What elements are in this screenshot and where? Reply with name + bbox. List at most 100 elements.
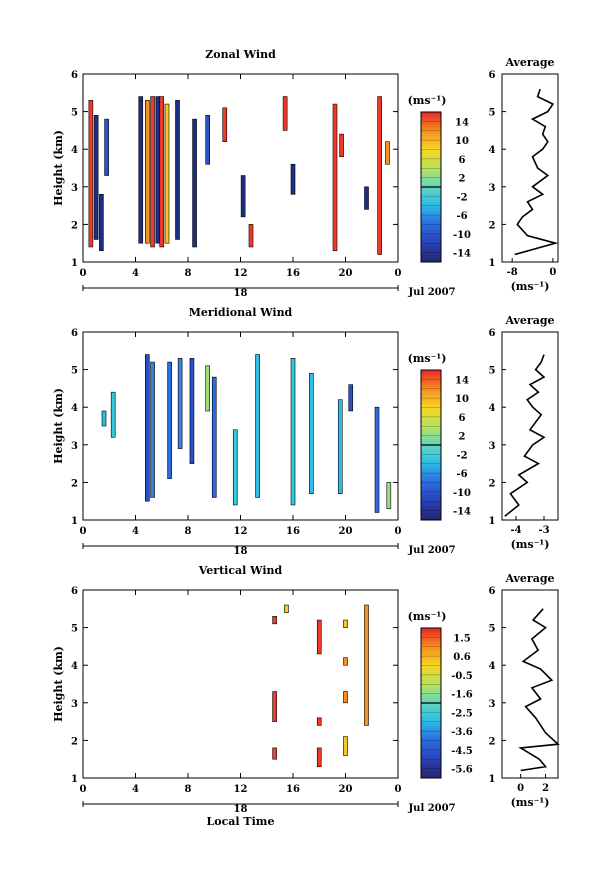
data-column xyxy=(138,96,144,244)
colorbar-tick-label: -6 xyxy=(456,469,467,480)
colorbar-tick-label: 2 xyxy=(459,432,466,443)
colorbar-tick-label: -14 xyxy=(453,507,471,518)
x-tick-label: 0 xyxy=(80,784,87,795)
data-column xyxy=(337,399,343,494)
profile-y-tick-label: 2 xyxy=(489,478,496,489)
profile-y-tick-label: 6 xyxy=(489,70,496,81)
data-column xyxy=(110,391,116,438)
x-tick-label: 12 xyxy=(234,784,248,795)
profile-x-label: (ms⁻¹) xyxy=(511,280,550,293)
profile-frame xyxy=(501,331,559,521)
y-tick-label: 3 xyxy=(71,699,78,710)
data-column xyxy=(192,118,197,248)
profile-y-tick-label: 5 xyxy=(489,108,496,119)
profile-y-tick-label: 5 xyxy=(489,366,496,377)
data-column xyxy=(205,365,210,412)
colorbar-tick-label: -4.5 xyxy=(451,746,473,757)
data-column xyxy=(284,604,289,613)
y-tick-label: 6 xyxy=(71,70,78,81)
data-column xyxy=(93,115,99,240)
profile-y-tick-label: 3 xyxy=(489,441,496,452)
panel-title: Zonal Wind xyxy=(205,48,276,61)
colorbar-tick-label: 14 xyxy=(455,117,469,128)
data-column xyxy=(232,429,238,506)
profile-x-tick-label: -8 xyxy=(507,267,518,278)
date-label: 18 xyxy=(234,804,248,815)
data-column xyxy=(272,691,277,722)
colorbar-unit: (ms⁻¹) xyxy=(408,352,447,365)
colorbar-tick-label: -10 xyxy=(453,488,471,499)
profile-x-tick-label: 2 xyxy=(542,783,549,794)
colorbar-tick-label: 10 xyxy=(455,394,469,405)
profile-line xyxy=(504,354,546,517)
colorbar-tick-label: -2 xyxy=(456,450,467,461)
profile-x-tick-label: 0 xyxy=(517,783,524,794)
y-tick-label: 1 xyxy=(71,516,78,527)
colorbar-tick-label: -0.5 xyxy=(451,671,473,682)
data-column xyxy=(364,604,369,726)
profile-title: Average xyxy=(504,572,554,585)
colorbar-tick-label: 2 xyxy=(459,174,466,185)
data-column xyxy=(385,141,390,165)
y-tick-label: 4 xyxy=(71,145,78,156)
data-column xyxy=(167,361,172,479)
x-tick-label: 12 xyxy=(234,268,248,279)
data-column xyxy=(316,717,322,726)
colorbar-tick-label: -2 xyxy=(456,192,467,203)
panel-title: Meridional Wind xyxy=(189,306,293,319)
data-column xyxy=(222,107,228,142)
data-column xyxy=(177,358,183,449)
data-column xyxy=(99,194,104,252)
profile-x-tick-label: -4 xyxy=(510,525,521,536)
data-column xyxy=(374,406,380,513)
x-axis-label: Local Time xyxy=(207,815,275,828)
y-tick-label: 5 xyxy=(71,108,78,119)
data-column xyxy=(290,358,296,506)
x-tick-label: 0 xyxy=(80,526,87,537)
y-tick-label: 4 xyxy=(71,403,78,414)
date-label: 18 xyxy=(234,288,248,299)
profile-line xyxy=(514,88,559,256)
y-axis-label: Height (km) xyxy=(52,646,65,722)
data-column xyxy=(145,100,150,244)
x-tick-label: 4 xyxy=(132,526,139,537)
data-column xyxy=(104,118,109,176)
colorbar-unit: (ms⁻¹) xyxy=(408,610,447,623)
x-tick-label: 0 xyxy=(395,526,402,537)
y-tick-label: 5 xyxy=(71,366,78,377)
data-column xyxy=(364,186,369,210)
profile-frame xyxy=(501,73,559,263)
profile-y-tick-label: 4 xyxy=(489,661,496,672)
data-column xyxy=(240,175,246,218)
data-column xyxy=(155,96,161,244)
data-column xyxy=(145,354,150,502)
data-column xyxy=(164,103,170,244)
profile-y-tick-label: 6 xyxy=(489,328,496,339)
profile-y-tick-label: 2 xyxy=(489,220,496,231)
data-column xyxy=(339,133,344,158)
x-tick-label: 0 xyxy=(395,268,402,279)
y-tick-label: 2 xyxy=(71,220,78,231)
data-column xyxy=(332,103,338,252)
data-column xyxy=(150,361,155,498)
data-column xyxy=(175,100,180,240)
profile-frame xyxy=(501,589,559,779)
profile-y-tick-label: 4 xyxy=(489,403,496,414)
y-tick-label: 3 xyxy=(71,183,78,194)
data-column xyxy=(272,616,277,625)
data-column xyxy=(343,691,348,704)
data-column xyxy=(282,96,288,131)
y-tick-label: 5 xyxy=(71,624,78,635)
data-column xyxy=(248,224,254,248)
y-tick-label: 6 xyxy=(71,328,78,339)
profile-y-tick-label: 2 xyxy=(489,736,496,747)
colorbar-tick-label: -5.6 xyxy=(451,765,473,776)
profile-title: Average xyxy=(504,314,554,327)
colorbar-tick-label: -6 xyxy=(456,211,467,222)
x-tick-label: 16 xyxy=(286,268,300,279)
date-label: 18 xyxy=(234,546,248,557)
profile-y-tick-label: 1 xyxy=(489,516,496,527)
profile-y-tick-label: 4 xyxy=(489,145,496,156)
colorbar-tick-label: 6 xyxy=(459,413,466,424)
